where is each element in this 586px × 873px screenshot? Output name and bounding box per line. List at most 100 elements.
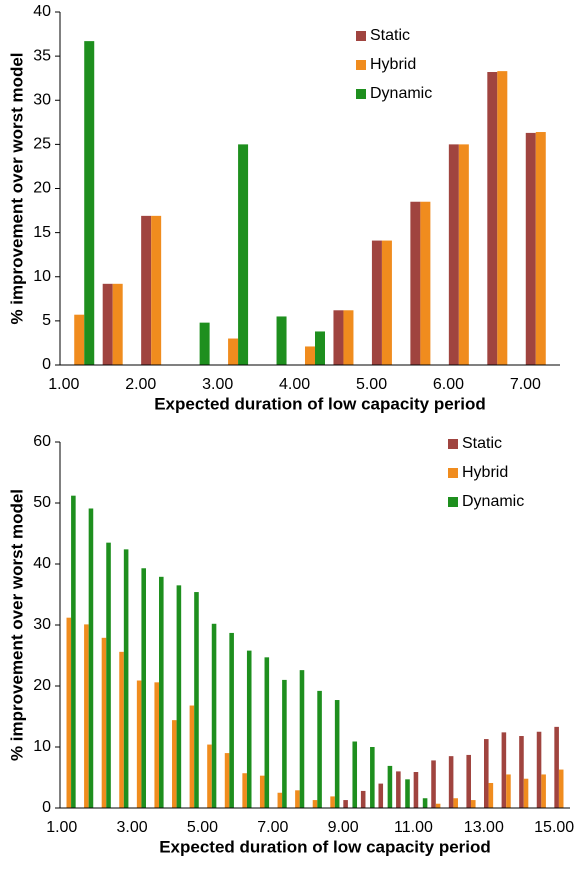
bar xyxy=(488,782,494,808)
bar xyxy=(422,798,428,808)
x-tick-label: 1.00 xyxy=(46,819,77,836)
bar xyxy=(141,215,152,365)
bar xyxy=(410,201,421,365)
bar xyxy=(352,741,358,808)
bar xyxy=(66,617,72,808)
y-tick-label: 15 xyxy=(33,224,51,241)
bar xyxy=(282,679,287,808)
bar xyxy=(387,765,393,808)
y-axis-title: % improvement over worst model xyxy=(7,489,26,761)
bar xyxy=(102,283,113,365)
y-tick-label: 20 xyxy=(33,180,51,197)
bar xyxy=(536,731,542,808)
bar xyxy=(299,670,305,808)
bar xyxy=(84,624,89,808)
x-tick-label: 9.00 xyxy=(328,819,359,836)
bar xyxy=(525,132,536,365)
bar xyxy=(448,144,459,365)
bar xyxy=(154,682,160,808)
bar xyxy=(519,736,524,808)
bar xyxy=(229,632,234,808)
y-tick-label: 40 xyxy=(33,3,51,20)
bar xyxy=(333,310,344,365)
y-tick-label: 10 xyxy=(33,738,51,755)
bar xyxy=(84,41,95,366)
legend-label: Dynamic xyxy=(462,493,524,510)
bar xyxy=(176,585,182,808)
bar xyxy=(405,779,410,808)
bar xyxy=(112,283,123,365)
y-tick-label: 5 xyxy=(42,312,51,329)
bar xyxy=(119,651,124,808)
y-tick-label: 40 xyxy=(33,555,51,572)
y-tick-label: 20 xyxy=(33,677,51,694)
bar xyxy=(305,346,315,365)
bar xyxy=(259,775,265,808)
bar xyxy=(535,132,546,365)
x-tick-label: 3.00 xyxy=(117,819,148,836)
y-tick-label: 60 xyxy=(33,433,51,450)
bar xyxy=(484,739,489,808)
legend-swatch xyxy=(356,31,366,41)
x-tick-label: 13.00 xyxy=(464,819,504,836)
bar xyxy=(199,322,210,365)
bar xyxy=(431,760,436,808)
legend-label: Dynamic xyxy=(370,85,432,102)
bar xyxy=(141,568,146,808)
x-tick-label: 3.00 xyxy=(202,376,233,393)
bar xyxy=(466,754,471,808)
y-tick-label: 30 xyxy=(33,616,51,633)
bar xyxy=(558,769,564,808)
x-tick-label: 11.00 xyxy=(394,819,433,836)
bar xyxy=(371,240,382,365)
bar xyxy=(453,798,458,808)
bar xyxy=(106,542,111,808)
bar xyxy=(330,796,335,808)
bar xyxy=(101,637,107,808)
bar xyxy=(74,314,85,365)
x-tick-label: 2.00 xyxy=(125,376,156,393)
bar xyxy=(497,71,508,365)
bar xyxy=(360,790,366,808)
bar xyxy=(71,495,76,808)
bar xyxy=(554,726,559,808)
bar xyxy=(396,771,401,808)
x-tick-label: 7.00 xyxy=(257,819,288,836)
legend-label: Static xyxy=(370,27,410,44)
x-tick-label: 15.00 xyxy=(534,819,574,836)
legend-swatch xyxy=(448,497,458,507)
bar xyxy=(159,576,164,808)
x-tick-label: 6.00 xyxy=(433,376,464,393)
y-tick-label: 35 xyxy=(33,47,51,64)
legend-swatch xyxy=(448,439,458,449)
bar xyxy=(207,744,212,808)
bar xyxy=(315,331,325,365)
legend-label: Hybrid xyxy=(370,56,416,73)
bar xyxy=(381,240,392,365)
bar xyxy=(413,772,419,808)
bar xyxy=(370,747,375,808)
bar xyxy=(264,657,270,808)
y-tick-label: 10 xyxy=(33,268,51,285)
bar xyxy=(136,680,142,808)
bar xyxy=(151,215,162,365)
bar xyxy=(189,705,195,808)
legend-swatch xyxy=(356,89,366,99)
bar xyxy=(487,72,498,365)
y-tick-label: 30 xyxy=(33,91,51,108)
bar xyxy=(501,732,507,808)
x-tick-label: 4.00 xyxy=(279,376,310,393)
bar xyxy=(523,778,529,808)
legend-swatch xyxy=(448,468,458,478)
bar xyxy=(506,774,511,808)
legend-label: Static xyxy=(462,435,502,452)
legend-label: Hybrid xyxy=(462,464,508,481)
bar xyxy=(435,803,441,808)
bar xyxy=(334,700,340,808)
bar xyxy=(420,201,431,365)
bar xyxy=(238,144,249,365)
y-tick-label: 50 xyxy=(33,494,51,511)
bar xyxy=(224,753,230,808)
bar xyxy=(343,310,354,365)
